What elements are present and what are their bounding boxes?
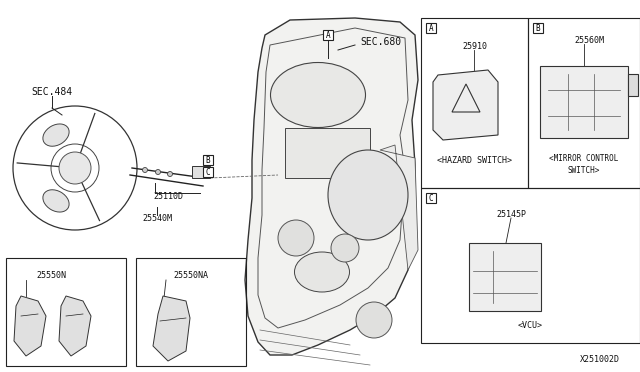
Text: B: B: [536, 23, 540, 32]
Circle shape: [143, 167, 147, 173]
Text: B: B: [205, 155, 211, 164]
Text: <HAZARD SWITCH>: <HAZARD SWITCH>: [437, 155, 512, 164]
Circle shape: [331, 234, 359, 262]
Bar: [6, 258, 126, 366]
Text: 25550NA: 25550NA: [173, 272, 209, 280]
Bar: [203, 155, 213, 165]
Text: SEC.680: SEC.680: [360, 37, 401, 47]
Bar: [192, 166, 210, 178]
Bar: [528, 18, 640, 188]
Ellipse shape: [328, 150, 408, 240]
Ellipse shape: [294, 252, 349, 292]
Text: <VCU>: <VCU>: [518, 321, 543, 330]
Bar: [426, 193, 436, 203]
Bar: [323, 30, 333, 40]
Ellipse shape: [271, 62, 365, 128]
Bar: [285, 128, 370, 178]
Polygon shape: [380, 145, 418, 270]
Text: 25550N: 25550N: [36, 272, 66, 280]
Bar: [136, 258, 246, 366]
Text: 25560M: 25560M: [574, 35, 604, 45]
Bar: [426, 23, 436, 33]
Text: A: A: [326, 31, 330, 39]
Text: SEC.484: SEC.484: [31, 87, 72, 97]
Polygon shape: [59, 296, 91, 356]
Text: 25110D: 25110D: [153, 192, 183, 201]
Circle shape: [278, 220, 314, 256]
Ellipse shape: [43, 190, 69, 212]
Text: C: C: [429, 193, 433, 202]
Bar: [533, 23, 543, 33]
Text: 25910: 25910: [462, 42, 487, 51]
Circle shape: [156, 170, 161, 174]
Bar: [540, 66, 628, 138]
Text: C: C: [205, 167, 211, 176]
Circle shape: [67, 160, 83, 176]
Circle shape: [168, 171, 173, 176]
Polygon shape: [245, 18, 418, 355]
Text: A: A: [429, 23, 433, 32]
Bar: [628, 74, 638, 96]
Text: SWITCH>: SWITCH>: [568, 166, 600, 174]
Polygon shape: [433, 70, 498, 140]
Bar: [421, 18, 528, 188]
Text: X251002D: X251002D: [580, 356, 620, 365]
Bar: [469, 243, 541, 311]
Circle shape: [356, 302, 392, 338]
Polygon shape: [14, 296, 46, 356]
Text: 25145P: 25145P: [496, 209, 526, 218]
Bar: [421, 188, 640, 343]
Circle shape: [59, 152, 91, 184]
Bar: [203, 167, 213, 177]
Ellipse shape: [43, 124, 69, 146]
Text: <MIRROR CONTROL: <MIRROR CONTROL: [549, 154, 619, 163]
Polygon shape: [153, 296, 190, 361]
Text: 25540M: 25540M: [142, 214, 172, 222]
